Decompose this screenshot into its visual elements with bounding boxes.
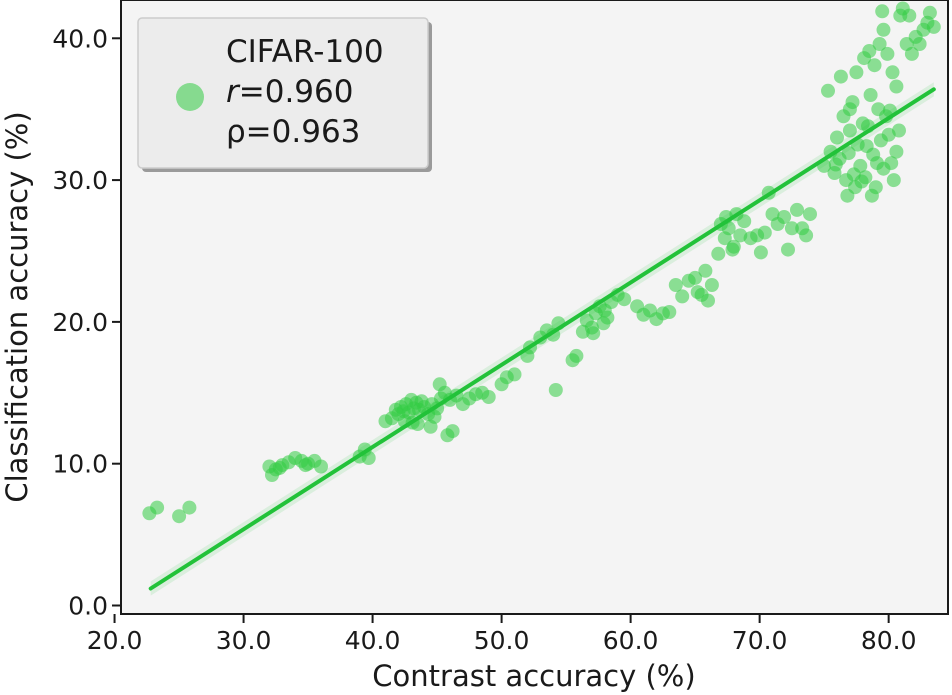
data-point <box>862 44 877 58</box>
data-point <box>182 500 197 515</box>
data-point <box>726 239 741 254</box>
x-axis-ticks: 20.0 30.0 40.0 50.0 60.0 70.0 80.0 <box>87 614 917 655</box>
data-point <box>889 144 904 159</box>
data-point <box>704 278 719 292</box>
data-point <box>902 8 917 23</box>
data-point <box>701 293 715 308</box>
x-axis-title: Contrast accuracy (%) <box>372 659 695 693</box>
data-point <box>668 278 683 292</box>
legend-r-symbol: r <box>226 74 241 110</box>
data-point <box>842 123 857 138</box>
data-point <box>757 225 772 240</box>
x-tick-label: 40.0 <box>345 626 401 655</box>
legend-spearman-rho: ρ=0.963 <box>226 114 360 150</box>
data-points <box>142 1 941 524</box>
y-axis-ticks: 0.0 10.0 20.0 30.0 40.0 <box>52 24 121 620</box>
data-point <box>662 305 677 319</box>
data-point <box>675 289 690 304</box>
data-point <box>821 83 835 98</box>
legend-box <box>137 17 429 169</box>
data-point <box>784 221 799 236</box>
data-point <box>361 451 376 465</box>
data-point <box>863 88 878 102</box>
data-point <box>790 202 804 217</box>
data-point <box>799 228 814 243</box>
x-tick-label: 20.0 <box>87 626 143 655</box>
data-point <box>753 245 768 260</box>
data-point <box>828 157 843 172</box>
legend-label: CIFAR-100 <box>226 34 384 70</box>
data-point <box>711 246 726 261</box>
legend-marker <box>176 83 204 111</box>
y-axis-title: Classification accuracy (%) <box>0 111 34 502</box>
data-point <box>617 292 632 307</box>
data-point <box>150 500 165 515</box>
data-point <box>840 188 855 203</box>
regression-line <box>148 82 936 596</box>
data-point <box>842 102 857 117</box>
data-point <box>849 65 864 80</box>
data-point <box>172 509 187 524</box>
data-point <box>481 390 496 404</box>
regression-fit-line <box>148 87 936 591</box>
data-point <box>885 65 900 80</box>
data-point <box>548 383 563 397</box>
y-tick-label: 30.0 <box>52 166 108 195</box>
data-point <box>830 130 844 145</box>
data-point <box>841 146 856 161</box>
legend-pearson-r: r=0.960 <box>226 74 353 110</box>
data-point <box>884 156 899 171</box>
data-point <box>721 221 736 236</box>
data-point <box>272 460 287 475</box>
data-point <box>833 69 848 84</box>
data-point <box>867 58 882 73</box>
data-point <box>872 37 887 51</box>
data-point <box>298 458 313 473</box>
y-tick-label: 20.0 <box>52 308 108 337</box>
data-point <box>889 79 904 94</box>
data-point <box>859 139 874 154</box>
data-point <box>803 207 817 222</box>
data-point <box>864 188 879 203</box>
legend-r-value: =0.960 <box>239 74 354 110</box>
data-point <box>880 46 895 61</box>
data-point <box>876 22 891 37</box>
x-tick-label: 70.0 <box>732 626 788 655</box>
data-point <box>922 5 937 20</box>
x-tick-label: 80.0 <box>861 626 917 655</box>
data-point <box>875 4 890 19</box>
data-point <box>886 173 901 188</box>
x-tick-label: 30.0 <box>216 626 272 655</box>
data-point <box>688 270 703 285</box>
data-point <box>846 167 861 182</box>
data-point <box>690 285 705 300</box>
data-point <box>904 46 919 61</box>
x-tick-label: 60.0 <box>603 626 659 655</box>
data-point <box>777 210 792 224</box>
data-point <box>432 377 447 392</box>
data-point <box>892 123 906 138</box>
data-point <box>737 214 752 229</box>
data-point <box>445 424 460 439</box>
data-point <box>427 409 442 424</box>
y-tick-label: 40.0 <box>52 24 108 53</box>
legend: CIFAR-100 r=0.960 ρ=0.963 <box>137 17 432 172</box>
data-point <box>912 37 927 51</box>
data-point <box>314 459 328 474</box>
data-point <box>870 156 884 171</box>
y-tick-label: 10.0 <box>52 450 108 479</box>
data-point <box>597 303 612 318</box>
x-tick-label: 50.0 <box>474 626 530 655</box>
data-point <box>926 19 941 34</box>
y-tick-label: 0.0 <box>68 591 108 620</box>
data-point <box>507 367 522 382</box>
data-point <box>781 242 795 257</box>
data-point <box>586 326 601 341</box>
data-point <box>698 263 713 278</box>
data-point <box>569 348 584 363</box>
